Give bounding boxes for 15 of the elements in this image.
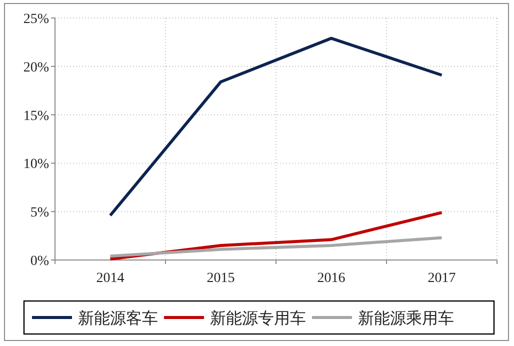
y-tick-label: 0% — [30, 254, 50, 269]
y-tick-label: 5% — [30, 206, 50, 221]
line-series — [108, 36, 444, 217]
y-tick-label: 20% — [23, 60, 50, 76]
x-tick-label: 2017 — [428, 271, 456, 286]
x-tick-label: 2015 — [206, 271, 235, 286]
y-tick-label: 15% — [23, 108, 50, 124]
y-tick-label: 10% — [23, 157, 50, 172]
line-series — [108, 236, 444, 258]
legend-label: 新能源客车 — [78, 308, 158, 328]
x-tick-label: 2016 — [317, 271, 346, 286]
x-tick-label: 2014 — [96, 271, 124, 286]
legend-label: 新能源专用车 — [210, 308, 306, 328]
y-tick-label: 25% — [23, 12, 50, 27]
legend-label: 新能源乘用车 — [358, 308, 454, 328]
